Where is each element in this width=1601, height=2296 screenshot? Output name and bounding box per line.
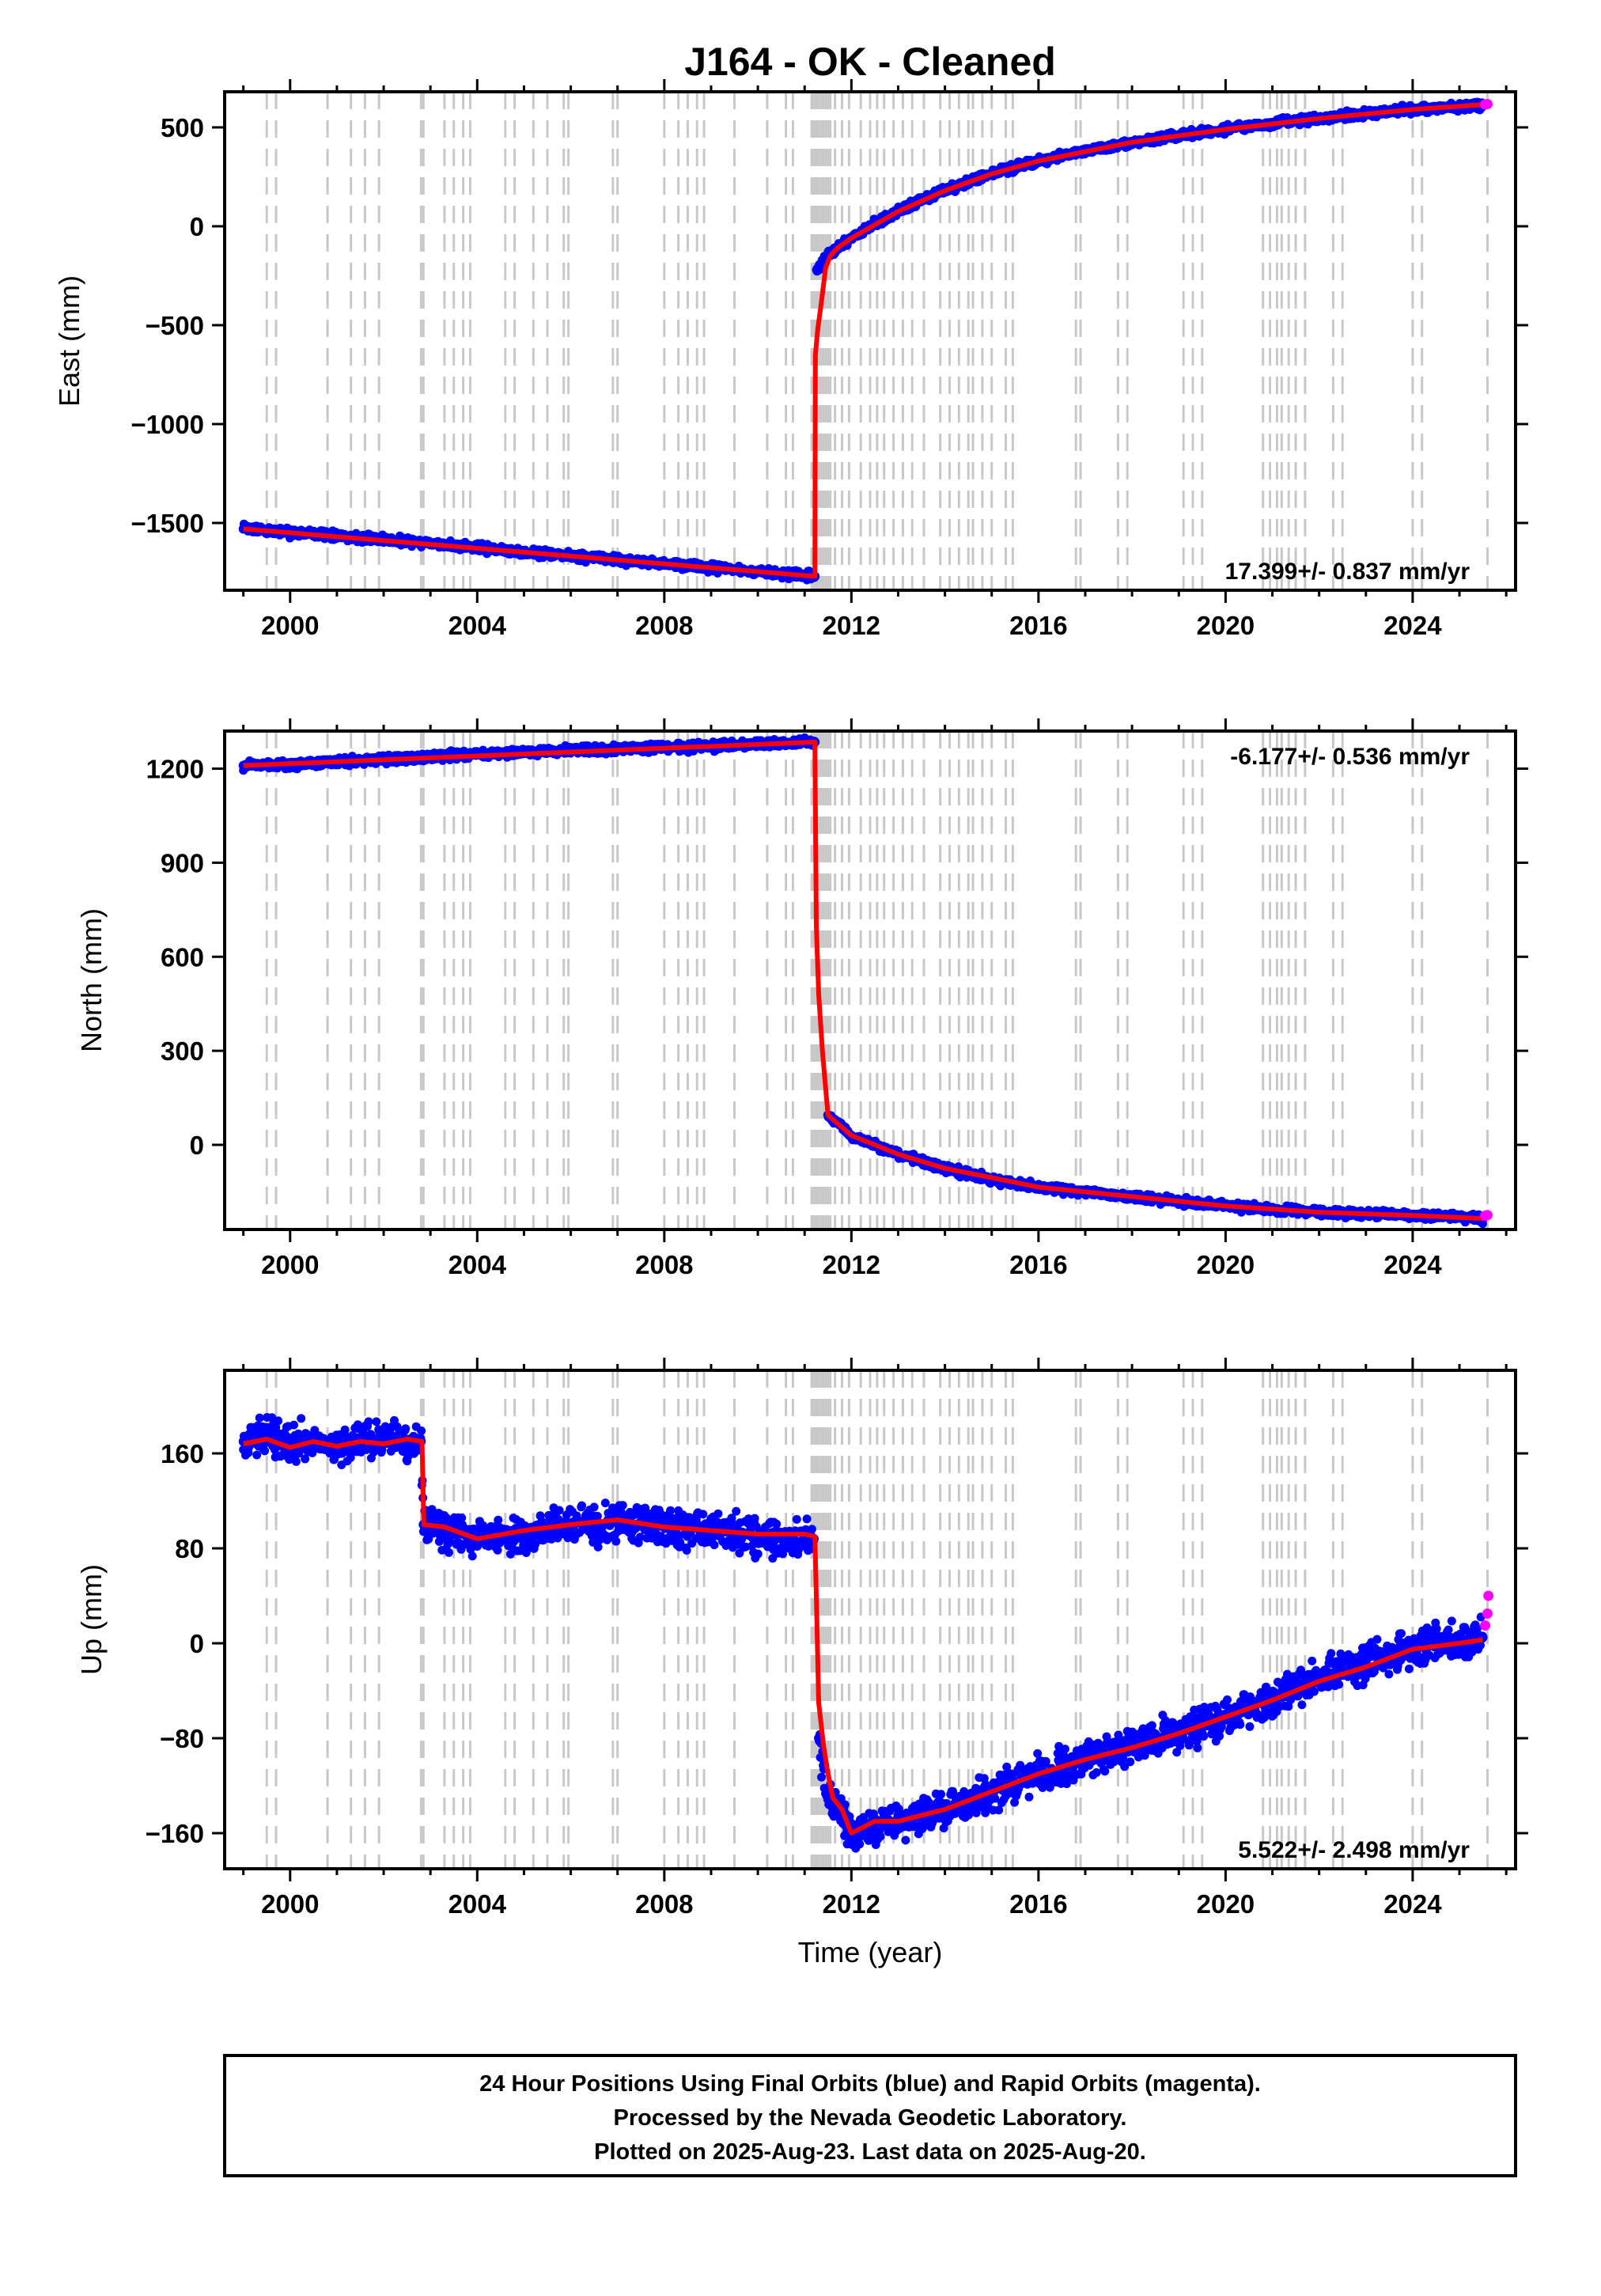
rapid-point <box>1482 99 1493 109</box>
y-axis-label: North (mm) <box>75 908 108 1052</box>
data-point <box>271 1423 281 1432</box>
model-line <box>243 102 1483 579</box>
east-panel: 2000 2004 2008 2012 2016 2020 2024 −1500 −1000 −5… <box>53 79 1528 640</box>
y-tick-label: 300 <box>161 1036 204 1066</box>
x-tick-label: 2008 <box>635 1250 693 1279</box>
final-orbit-points <box>238 1413 1488 1853</box>
data-point <box>290 1420 298 1430</box>
final-orbit-points <box>238 97 1488 585</box>
rapid-point <box>1482 1210 1493 1221</box>
y-tick-label: 0 <box>190 212 204 241</box>
x-tick-label: 2000 <box>261 611 319 640</box>
y-tick-label: −1500 <box>131 509 204 538</box>
x-tick-label: 2016 <box>1009 1250 1067 1279</box>
plot-frame <box>223 729 1517 1231</box>
up-panel: 2000 2004 2008 2012 2016 2020 2024−160−8008016… <box>75 1358 1528 1919</box>
north-panel: 2000 2004 2008 2012 2016 2020 2024 0 300 600 900 12… <box>75 718 1528 1279</box>
data-point <box>255 1413 264 1423</box>
y-tick-label: −500 <box>146 311 204 340</box>
y-axis-label: East (mm) <box>53 275 85 407</box>
velocity-label: 17.399+/- 0.837 mm/yr <box>1225 559 1470 585</box>
y-tick-label: 0 <box>190 1131 204 1160</box>
data-point <box>812 265 822 275</box>
y-tick-label: 900 <box>161 848 204 877</box>
x-tick-label: 2016 <box>1009 611 1067 640</box>
x-tick-label: 2024 <box>1383 611 1442 640</box>
x-tick-label: 2008 <box>635 611 693 640</box>
x-tick-label: 2024 <box>1383 1250 1442 1279</box>
x-tick-label: 2012 <box>823 611 880 640</box>
data-point <box>291 1457 301 1466</box>
data-point <box>274 1416 283 1426</box>
y-tick-label: −1000 <box>131 410 204 439</box>
x-tick-label: 2000 <box>261 1250 319 1279</box>
data-point <box>260 1446 270 1456</box>
x-tick-label: 2004 <box>449 611 507 640</box>
data-point <box>297 1414 306 1423</box>
data-point <box>301 1454 310 1464</box>
data-point <box>285 1455 294 1464</box>
final-orbit-points <box>238 733 1488 1229</box>
x-tick-label: 2012 <box>823 1250 880 1279</box>
x-tick-label: 2004 <box>449 1250 507 1279</box>
model-line <box>243 739 1483 1222</box>
figure-title: J164 - OK - Cleaned <box>684 40 1056 84</box>
x-tick-label: 2020 <box>1197 611 1255 640</box>
y-tick-label: 600 <box>161 942 204 972</box>
velocity-label: -6.177+/- 0.536 mm/yr <box>1230 744 1470 770</box>
y-tick-label: 500 <box>161 113 204 142</box>
x-tick-label: 2020 <box>1197 1250 1255 1279</box>
data-point <box>252 1450 262 1460</box>
y-tick-label: 1200 <box>146 755 204 784</box>
plot-frame <box>223 90 1517 592</box>
